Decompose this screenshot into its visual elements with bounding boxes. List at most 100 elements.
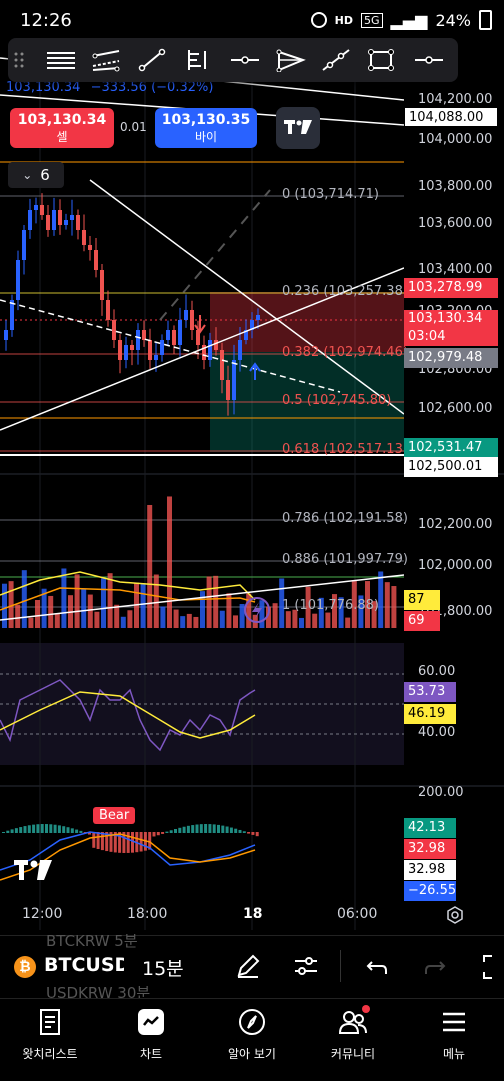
pitchfork-tool[interactable] <box>268 38 314 82</box>
price-box-gray: 102,979.48 <box>404 348 498 368</box>
candle-body <box>100 270 104 300</box>
volume-bar <box>285 611 291 628</box>
macd-histogram-bar <box>139 832 143 852</box>
fib-tool-tool[interactable] <box>176 38 222 82</box>
candle-body <box>220 350 224 380</box>
extended-line-tool[interactable] <box>314 38 360 82</box>
macd-histogram-bar <box>6 830 10 833</box>
alert-bolt-glyph <box>252 602 262 619</box>
trend-line-tool[interactable] <box>130 38 176 82</box>
fib-level-label: 0.618 (102,517.13) <box>282 442 408 457</box>
chart-canvas[interactable] <box>0 0 504 935</box>
volume-bar <box>81 588 87 628</box>
signal-icon: ▂▄▆ <box>390 10 428 30</box>
sell-label: 셀 <box>56 130 68 144</box>
buy-button[interactable]: 103,130.35 바이 <box>155 108 257 148</box>
menu-icon <box>437 1005 471 1039</box>
candle-body <box>82 230 86 245</box>
nav-community[interactable]: 커뮤니티 <box>303 1005 403 1062</box>
volume-bar <box>61 568 67 628</box>
battery-icon <box>479 10 492 30</box>
drawing-pencil-icon[interactable] <box>234 952 262 980</box>
watchlist-icon <box>33 1005 67 1039</box>
price-box-current: 103,130.34 03:04 <box>404 310 498 346</box>
parallel-channel-icon <box>92 50 120 72</box>
macd-histogram-bar <box>238 829 242 833</box>
spread: 0.01 <box>120 120 147 134</box>
macd-histogram-bar <box>186 825 190 833</box>
network-badge: 5G <box>360 12 383 28</box>
sell-price: 103,130.34 <box>17 112 107 128</box>
candle-body <box>232 360 236 400</box>
macd-histogram-bar <box>131 832 134 853</box>
time-label-day18: 18 <box>243 906 263 922</box>
volume-bar <box>351 580 357 628</box>
redo-icon[interactable] <box>422 954 448 980</box>
candle-body <box>40 205 44 215</box>
parallel-channel-tool[interactable] <box>84 38 130 82</box>
macd-histogram-bar <box>242 831 246 833</box>
horizontal-ray-icon <box>231 56 259 64</box>
volume-bar <box>160 606 166 628</box>
volume-bar <box>292 609 298 628</box>
symbol-ticker[interactable]: BTCUSD <box>44 954 124 976</box>
volume-bar <box>312 613 318 628</box>
buy-price: 103,130.35 <box>161 112 251 128</box>
macd-histogram-bar <box>40 824 44 833</box>
macd-line-box: −26.55 <box>404 881 456 901</box>
horizontal-line-tool[interactable] <box>406 38 452 82</box>
ghost-symbol-bottom: USDKRW 30분 <box>46 984 151 998</box>
volume-bar <box>101 578 106 628</box>
indicators-toggle[interactable]: ⌄ 6 <box>8 162 64 188</box>
undo-icon[interactable] <box>364 954 390 980</box>
fib-level-label: 0.786 (102,191.58) <box>282 511 408 526</box>
indicator-axis-label: 40.00 <box>418 725 456 740</box>
macd-value-box: 32.98 <box>404 860 456 880</box>
macd-histogram-bar <box>45 824 48 833</box>
macd-histogram-bar <box>178 827 182 833</box>
horizontal-line-icon <box>415 56 443 64</box>
horizontal-lines-tool[interactable] <box>38 38 84 82</box>
macd-histogram-bar <box>2 832 5 833</box>
toolbar-divider <box>340 950 341 982</box>
candle-body <box>112 320 116 340</box>
volume-bar <box>35 600 40 628</box>
fullscreen-icon[interactable] <box>480 952 504 982</box>
tradingview-logo-button[interactable] <box>276 107 320 149</box>
indicators-settings-icon[interactable] <box>292 952 320 980</box>
macd-histogram-bar <box>199 824 203 833</box>
indicator-axis-label: 60.00 <box>418 664 456 679</box>
hd-badge: HD <box>334 13 353 27</box>
volume-bar <box>325 612 331 628</box>
rectangle-tool[interactable] <box>360 38 406 82</box>
nav-menu-label: 메뉴 <box>442 1047 466 1061</box>
candle-body <box>172 330 176 345</box>
nav-menu[interactable]: 메뉴 <box>404 1005 504 1062</box>
candle-body <box>118 340 122 360</box>
indicator-axis-label: 200.00 <box>418 785 464 800</box>
community-icon <box>336 1005 370 1039</box>
macd-histogram-bar <box>225 826 229 833</box>
volume-bar <box>358 595 364 628</box>
macd-histogram-bar <box>57 825 61 833</box>
fib-level-label: 1 (101,776.88) <box>282 598 379 613</box>
candle-body <box>190 310 194 330</box>
horizontal-ray-tool[interactable] <box>222 38 268 82</box>
chart-icon <box>134 1005 168 1039</box>
candle-body <box>202 345 206 360</box>
macd-histogram-bar <box>251 832 255 835</box>
candle-body <box>10 300 14 330</box>
macd-histogram-bar <box>156 832 160 836</box>
interval-selector[interactable]: 15분 <box>142 958 184 980</box>
ohlc-change: −333.56 (−0.32%) <box>90 80 214 95</box>
macd-histogram-bar <box>96 832 100 850</box>
macd-histogram-bar <box>152 832 156 837</box>
nav-chart[interactable]: 차트 <box>101 1005 201 1062</box>
nav-explore[interactable]: 알아 보기 <box>202 1005 302 1062</box>
candle-body <box>250 320 254 330</box>
macd-histogram-bar <box>92 832 96 848</box>
trend-line <box>0 267 404 431</box>
nav-watchlist[interactable]: 왓치리스트 <box>0 1005 100 1062</box>
chart-settings-icon[interactable] <box>446 906 464 924</box>
sell-button[interactable]: 103,130.34 셀 <box>10 108 114 148</box>
